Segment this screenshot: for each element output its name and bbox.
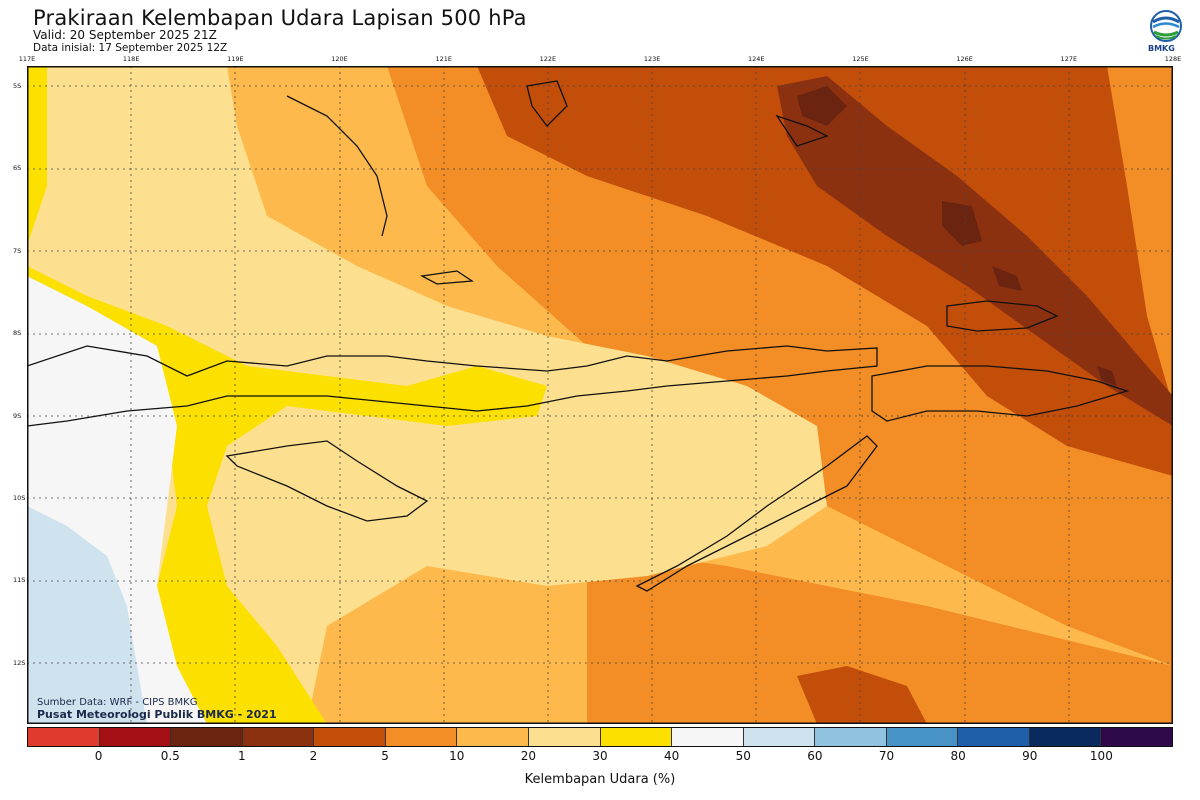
logo-label: BMKG [1148, 44, 1175, 53]
bmkg-logo-icon [1150, 10, 1182, 42]
longitude-label: 118E [122, 55, 140, 63]
colorbar-tick-label: 90 [1022, 749, 1038, 763]
flores-north-islands [286, 95, 388, 237]
colorbar-swatch [99, 728, 172, 746]
colorbar-tick-label: 10 [449, 749, 465, 763]
valid-time: Valid: 20 September 2025 21Z [33, 28, 217, 42]
longitude-label: 125E [852, 55, 869, 63]
colorbar-tick-label: 5 [381, 749, 389, 763]
colorbar-swatch [314, 728, 386, 746]
longitude-label: 128E [1164, 55, 1182, 63]
longitude-label: 120E [331, 55, 348, 63]
timor-coast [635, 435, 878, 592]
map-title: Prakiraan Kelembapan Udara Lapisan 500 h… [33, 6, 527, 30]
longitude-label: 122E [539, 55, 557, 63]
longitude-label: 123E [643, 55, 661, 63]
colorbar-tick-label: 30 [592, 749, 608, 763]
longitude-label: 119E [227, 55, 244, 63]
colorbar [27, 727, 1173, 747]
humidity-map [27, 66, 1173, 724]
colorbar-swatch [743, 728, 816, 746]
colorbar-tick-label: 50 [735, 749, 751, 763]
colorbar-swatch [457, 728, 529, 746]
bali-lombok-sumbawa-coast [27, 345, 878, 427]
colorbar-tick-label: 1 [238, 749, 246, 763]
coastlines [27, 80, 1130, 592]
colorbar-tick-label: 70 [878, 749, 895, 763]
latitude-label: 8S [13, 329, 22, 338]
humidity-band-10-20-south [587, 546, 1173, 724]
latitude-label: 6S [13, 164, 22, 173]
colorbar-label: Kelembapan Udara (%) [524, 772, 676, 787]
colorbar-tick-label: 60 [807, 749, 823, 763]
colorbar-swatch [600, 728, 673, 746]
humidity-band-5-10-south [797, 666, 927, 724]
colorbar-tick-label: 40 [663, 749, 680, 763]
longitude-label: 126E [956, 55, 973, 63]
init-time: Data inisial: 17 September 2025 12Z [33, 42, 228, 54]
humidity-band-40-50 [27, 66, 47, 246]
colorbar-swatch [958, 728, 1030, 746]
humidity-band-1-2 [797, 86, 847, 126]
latitude-label: 11S [13, 576, 26, 585]
latitude-label: 10S [13, 494, 26, 502]
longitude-label: 117E [18, 55, 36, 63]
humidity-band-60-70 [27, 506, 147, 724]
colorbar-tick-label: 0.5 [160, 749, 180, 763]
source-line: Sumber Data: WRF - CIPS BMKG [37, 697, 198, 708]
longitude-label: 127E [1060, 55, 1078, 63]
colorbar-swatch [886, 728, 959, 746]
latitude-label: 7S [13, 246, 22, 255]
colorbar-swatch [815, 728, 887, 746]
colorbar-swatch [385, 728, 458, 746]
colorbar-swatch [171, 728, 243, 746]
latitude-label: 9S [13, 411, 22, 420]
colorbar-tick-label: 80 [950, 749, 966, 763]
colorbar-swatch [28, 728, 100, 746]
colorbar-swatch [242, 728, 315, 746]
colorbar-tick-label: 20 [520, 749, 537, 763]
colorbar-tick-label: 2 [309, 749, 318, 763]
data-source: Sumber Data: WRF - CIPS BMKG Pusat Meteo… [37, 697, 277, 721]
colorbar-swatch [1101, 728, 1172, 746]
publisher-line: Pusat Meteorologi Publik BMKG - 2021 [37, 708, 277, 721]
colorbar-swatch [528, 728, 601, 746]
colorbar-tick-label: 0 [94, 749, 103, 763]
colorbar-swatch [1029, 728, 1102, 746]
colorbar-tick-label: 100 [1089, 749, 1113, 763]
latitude-label: 5S [13, 82, 22, 90]
longitude-label: 121E [435, 55, 452, 63]
colorbar-swatch [672, 728, 744, 746]
latitude-label: 12S [13, 658, 26, 667]
longitude-label: 124E [748, 55, 765, 63]
sumba-coast [225, 440, 429, 522]
humidity-band-5-10 [477, 66, 1173, 476]
